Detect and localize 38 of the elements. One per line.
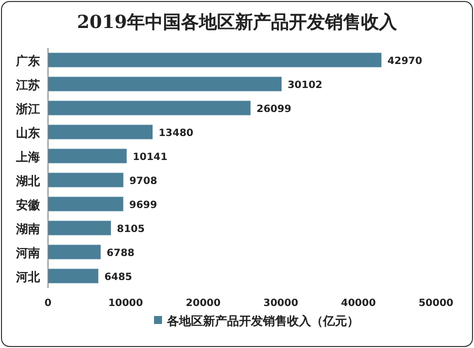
- bar: [48, 148, 127, 164]
- data-label: 26099: [256, 104, 292, 115]
- x-tick-label: 30000: [263, 298, 298, 309]
- bar: [48, 244, 101, 260]
- chart-title: 2019年中国各地区新产品开发销售收入: [76, 12, 398, 33]
- bar: [48, 124, 153, 140]
- legend-label: 各地区新产品开发销售收入（亿元）: [166, 314, 359, 328]
- y-tick-label: 湖南: [15, 222, 40, 236]
- data-label: 6788: [106, 248, 135, 259]
- bar: [48, 220, 111, 236]
- bar: [48, 52, 382, 68]
- y-tick-label: 广东: [15, 54, 40, 68]
- y-tick-label: 浙江: [15, 102, 40, 116]
- bar: [48, 100, 251, 116]
- bar: [48, 268, 98, 284]
- x-tick-label: 10000: [108, 298, 144, 309]
- bar: [48, 76, 282, 92]
- x-tick-label: 0: [44, 298, 52, 309]
- y-tick-label: 湖北: [15, 174, 41, 188]
- y-tick-label: 上海: [15, 150, 40, 164]
- data-label: 6485: [104, 272, 132, 283]
- data-label: 9708: [129, 176, 158, 187]
- data-label: 42970: [387, 56, 422, 67]
- bar: [48, 196, 124, 212]
- x-tick-label: 20000: [186, 298, 221, 309]
- data-label: 9699: [129, 200, 158, 211]
- y-tick-label: 河北: [15, 270, 41, 284]
- data-label: 30102: [288, 80, 322, 91]
- data-label: 10141: [132, 152, 168, 163]
- y-tick-label: 江苏: [15, 78, 40, 92]
- data-label: 13480: [158, 128, 194, 139]
- data-label: 8105: [116, 224, 145, 235]
- y-tick-label: 河南: [15, 246, 40, 260]
- y-tick-label: 山东: [16, 126, 40, 140]
- x-tick-label: 40000: [341, 298, 376, 309]
- bar: [48, 172, 124, 188]
- x-tick-label: 50000: [418, 298, 454, 309]
- y-tick-label: 安徽: [16, 198, 41, 212]
